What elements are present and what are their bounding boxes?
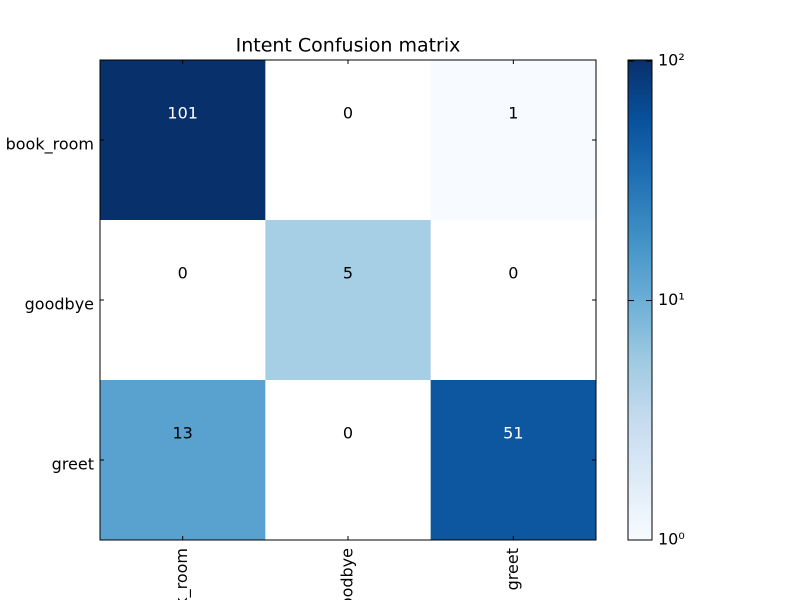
- x-tick-label: greet: [503, 548, 522, 590]
- cell-label: 0: [343, 104, 353, 123]
- x-tick-label: goodbye: [338, 548, 357, 600]
- chart-title: Intent Confusion matrix: [236, 35, 461, 57]
- cell-label: 13: [172, 424, 192, 443]
- cell-label: 101: [167, 104, 198, 123]
- cell-label: 0: [178, 264, 188, 283]
- cell: [265, 220, 432, 381]
- colorbar-tick-label: 10⁰: [658, 530, 685, 549]
- cell: [100, 60, 266, 221]
- x-tick-label: book_room: [172, 548, 192, 600]
- cell: [265, 380, 432, 541]
- y-tick-label: goodbye: [25, 295, 94, 314]
- colorbar-tick-label: 10²: [658, 51, 685, 70]
- colorbar-tick-label: 10¹: [658, 290, 685, 309]
- cell: [265, 60, 432, 221]
- y-tick-label: book_room: [6, 135, 94, 155]
- cell-label: 0: [343, 424, 353, 443]
- cell: [430, 220, 597, 381]
- cell-label: 0: [508, 264, 518, 283]
- cell: [100, 220, 266, 381]
- cell: [430, 60, 597, 221]
- cell-label: 5: [343, 264, 353, 283]
- cell: [430, 380, 597, 541]
- y-tick-label: greet: [52, 455, 94, 474]
- cell-label: 1: [508, 104, 518, 123]
- cell-label: 51: [503, 424, 523, 443]
- cell: [100, 380, 266, 541]
- colorbar: [627, 59, 653, 541]
